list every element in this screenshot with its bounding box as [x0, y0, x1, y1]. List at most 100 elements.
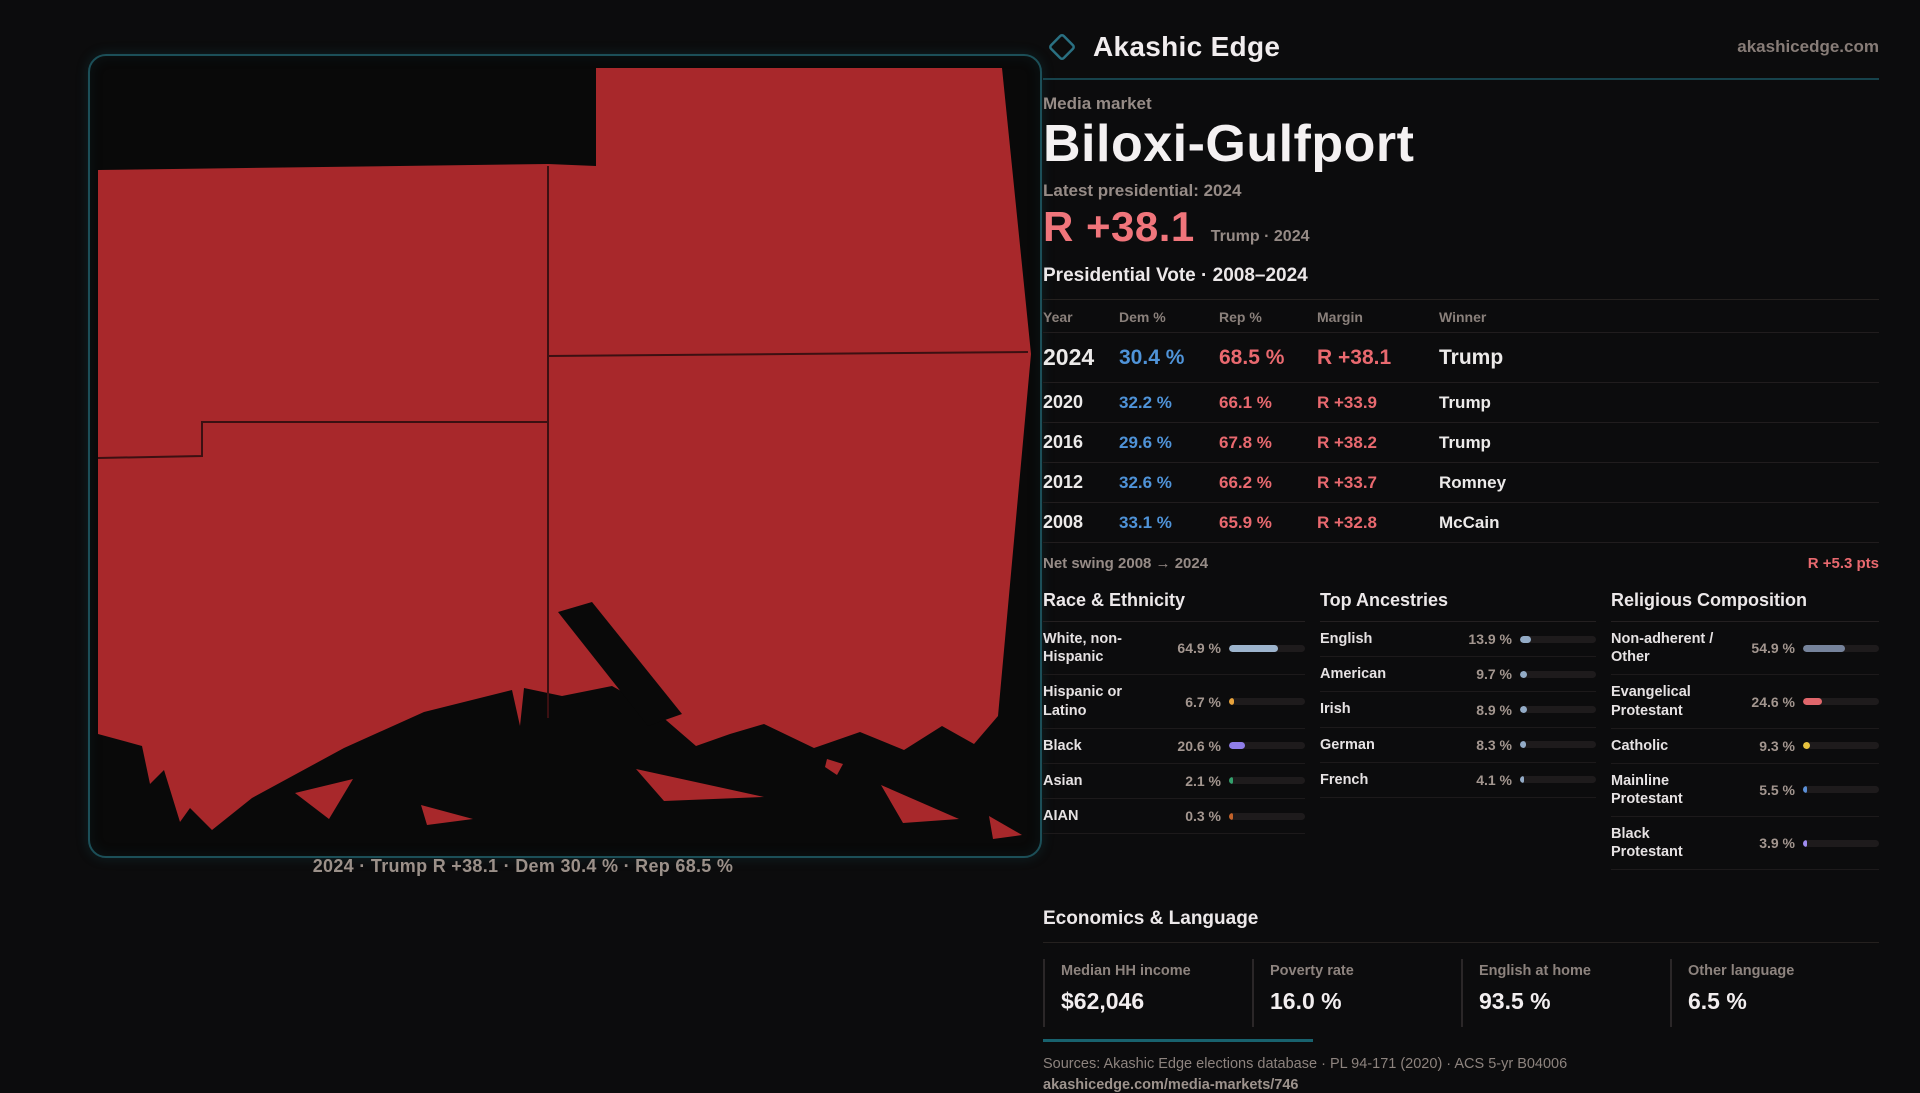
cell-winner: Trump	[1439, 432, 1491, 452]
demo-bar-fill	[1803, 644, 1845, 652]
demo-value: 9.7 %	[1476, 666, 1512, 683]
latest-margin-value: R +38.1	[1043, 203, 1195, 251]
demo-bar	[1520, 670, 1596, 678]
net-swing-row: Net swing 2008 → 2024 R +5.3 pts	[1043, 543, 1879, 576]
cell-dem-pct: 29.6 %	[1119, 432, 1172, 452]
column-header: Year	[1043, 309, 1073, 326]
map-county-line-east	[547, 351, 1029, 357]
cell-year: 2008	[1043, 512, 1084, 533]
cell-margin: R +32.8	[1317, 512, 1378, 532]
table-row: 2016 29.6 % 67.8 % R +38.2 Trump	[1043, 423, 1879, 464]
map-panel	[88, 54, 1042, 858]
stat-value: 93.5 %	[1479, 988, 1551, 1015]
net-swing-label: Net swing 2008 → 2024	[1043, 555, 1209, 573]
demo-row: Mainline Protestant 5.5 %	[1611, 764, 1879, 818]
cell-winner: Trump	[1439, 392, 1491, 412]
demo-row: Irish 8.9 %	[1320, 692, 1596, 728]
economics-divider	[1043, 942, 1879, 944]
demo-value: 0.3 %	[1185, 808, 1221, 824]
demo-label: English	[1320, 631, 1373, 648]
stat-label: English at home	[1479, 963, 1591, 980]
cell-winner: Trump	[1439, 345, 1504, 369]
cell-winner: Romney	[1439, 472, 1507, 492]
demo-label: Black Protestant	[1611, 826, 1683, 861]
stat-value: 16.0 %	[1270, 988, 1342, 1015]
map-county-line-west	[97, 421, 548, 459]
cell-dem-pct: 32.6 %	[1119, 472, 1172, 492]
stat-value: 6.5 %	[1688, 988, 1747, 1015]
page-title: Biloxi-Gulfport	[1043, 115, 1415, 173]
demo-value: 3.9 %	[1759, 835, 1795, 852]
economics-title: Economics & Language	[1043, 908, 1259, 930]
demo-bar-fill	[1803, 839, 1807, 847]
cell-dem-pct: 32.2 %	[1119, 392, 1172, 412]
demo-bar	[1520, 635, 1596, 643]
religious-composition-section: Religious Composition Non-adherent / Oth…	[1611, 578, 1879, 871]
column-header: Winner	[1439, 309, 1487, 326]
map-caption: 2024 · Trump R +38.1 · Dem 30.4 % · Rep …	[312, 856, 734, 876]
table-row: 2024 30.4 % 68.5 % R +38.1 Trump	[1043, 333, 1879, 384]
cell-margin: R +33.7	[1317, 472, 1378, 492]
header-divider	[1043, 78, 1879, 80]
race-ethnicity-title: Race & Ethnicity	[1043, 590, 1305, 623]
demo-bar	[1229, 777, 1305, 785]
demo-label: Hispanic or Latino	[1043, 684, 1122, 719]
demo-bar	[1229, 742, 1305, 750]
demo-bar	[1803, 644, 1879, 652]
stat-label: Other language	[1688, 963, 1795, 980]
cell-year: 2012	[1043, 472, 1084, 493]
stat-label: Poverty rate	[1270, 963, 1354, 980]
brand-domain: akashicedge.com	[1737, 37, 1879, 56]
footer-accent-line	[1043, 1039, 1313, 1043]
demo-row: Hispanic or Latino 6.7 %	[1043, 675, 1305, 729]
table-row: 2008 33.1 % 65.9 % R +32.8 McCain	[1043, 503, 1879, 544]
net-swing-value: R +5.3 pts	[1807, 555, 1879, 573]
demo-bar-fill	[1803, 742, 1811, 750]
demo-row: American 9.7 %	[1320, 657, 1596, 693]
stat-other-language: Other language 6.5 %	[1670, 959, 1879, 1028]
demo-bar	[1520, 741, 1596, 749]
top-ancestries-section: Top Ancestries English 13.9 % American 9…	[1320, 578, 1596, 870]
stat-median-hh-income: Median HH income $62,046	[1043, 959, 1252, 1028]
demo-row: White, non-Hispanic 64.9 %	[1043, 622, 1305, 676]
demo-bar-fill	[1803, 698, 1822, 706]
sources-line: Sources: Akashic Edge elections database…	[1043, 1056, 1568, 1073]
cell-dem-pct: 33.1 %	[1119, 512, 1172, 532]
demo-value: 2.1 %	[1185, 772, 1221, 789]
demo-label: Non-adherent / Other	[1611, 631, 1714, 666]
demo-row: Catholic 9.3 %	[1611, 729, 1879, 764]
map-island	[881, 785, 959, 823]
top-ancestries-title: Top Ancestries	[1320, 590, 1596, 623]
media-market-map	[97, 68, 1031, 839]
cell-margin: R +38.2	[1317, 432, 1378, 452]
demo-value: 6.7 %	[1185, 693, 1221, 710]
demo-label: Catholic	[1611, 737, 1669, 754]
demo-bar-fill	[1520, 670, 1528, 678]
stat-label: Median HH income	[1061, 963, 1191, 980]
brand-header: Akashic Edge akashicedge.com	[1043, 28, 1879, 66]
table-row: 2012 32.6 % 66.2 % R +33.7 Romney	[1043, 463, 1879, 504]
table-row: 2020 32.2 % 66.1 % R +33.9 Trump	[1043, 383, 1879, 424]
demo-label: Asian	[1043, 772, 1083, 789]
demo-label: AIAN	[1043, 807, 1079, 824]
stat-poverty-rate: Poverty rate 16.0 %	[1252, 959, 1461, 1028]
demo-label: American	[1320, 666, 1387, 683]
demo-label: Evangelical Protestant	[1611, 684, 1691, 719]
demo-value: 20.6 %	[1177, 737, 1221, 754]
brand-diamond-icon	[1049, 34, 1075, 60]
cell-year: 2024	[1043, 344, 1095, 371]
demo-bar	[1229, 644, 1305, 652]
vote-table-title: Presidential Vote · 2008–2024	[1043, 265, 1308, 287]
demo-value: 13.9 %	[1468, 631, 1512, 648]
demo-label: Black	[1043, 737, 1082, 754]
cell-year: 2020	[1043, 392, 1084, 413]
demo-value: 8.3 %	[1476, 736, 1512, 753]
stat-english-at-home: English at home 93.5 %	[1461, 959, 1670, 1028]
demo-bar	[1229, 812, 1305, 820]
cell-rep-pct: 66.2 %	[1219, 472, 1272, 492]
demo-value: 24.6 %	[1751, 693, 1795, 710]
demo-label: French	[1320, 771, 1369, 788]
presidential-vote-table: Year Dem % Rep % Margin Winner 2024 30.4…	[1043, 300, 1879, 544]
demo-row: Evangelical Protestant 24.6 %	[1611, 675, 1879, 729]
map-landmass	[98, 68, 1031, 830]
